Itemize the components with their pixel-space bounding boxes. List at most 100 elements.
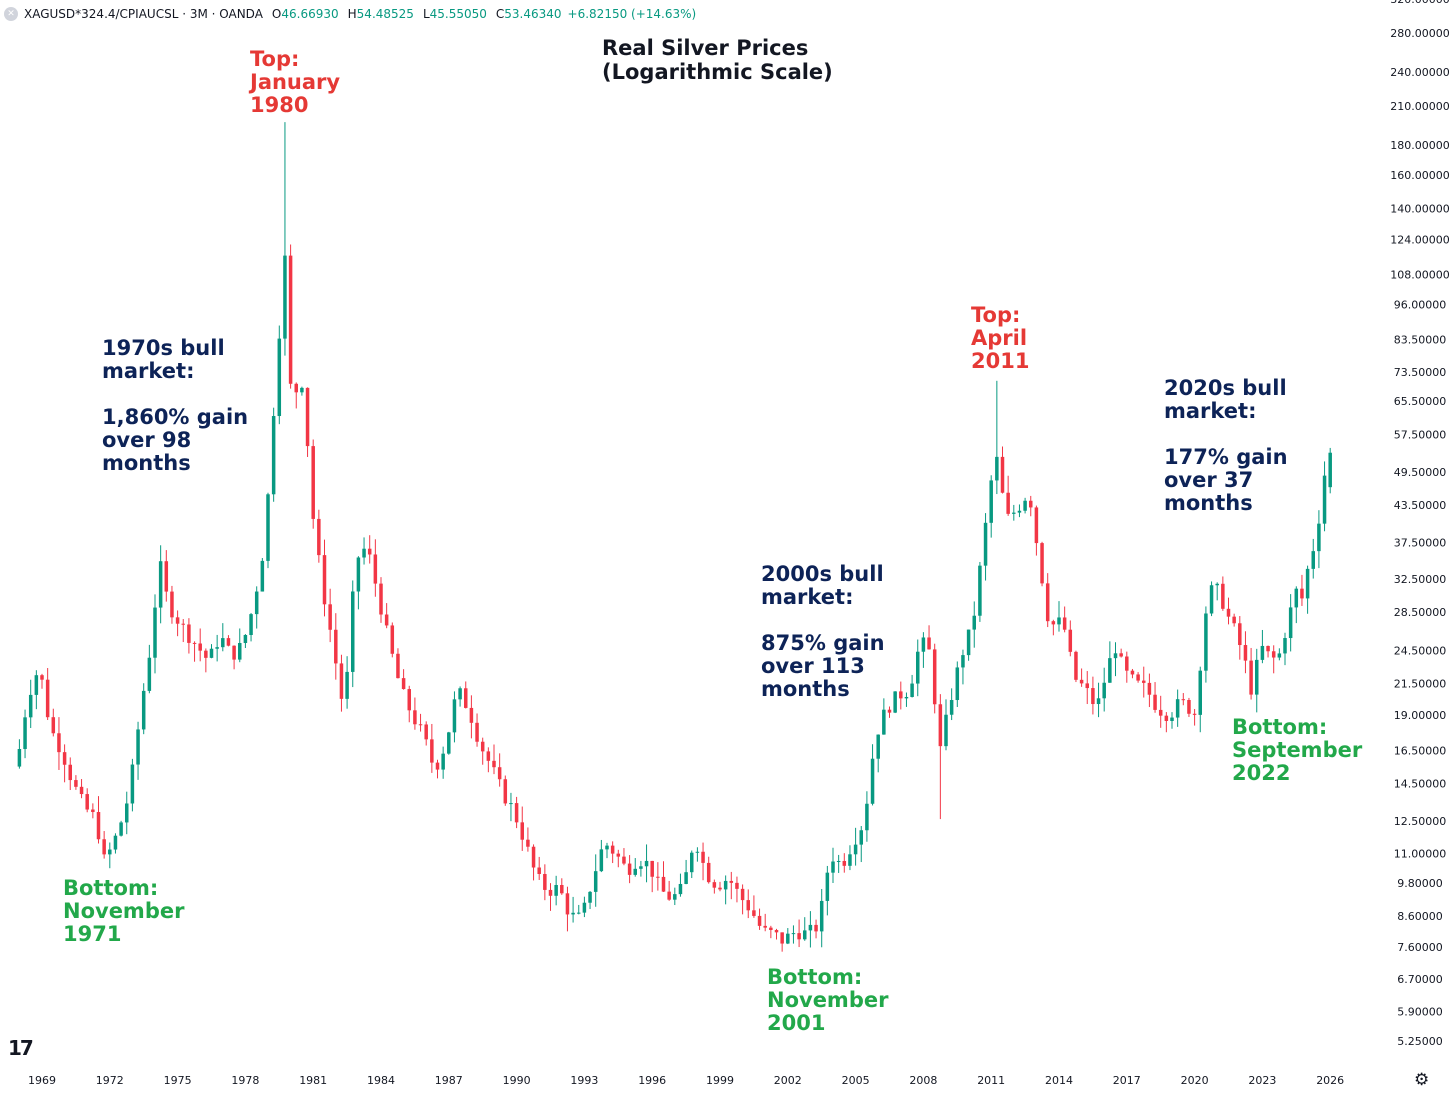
y-tick-label: 14.50000 — [1394, 777, 1447, 790]
candle — [695, 847, 700, 862]
candle-body — [1136, 674, 1140, 681]
candle-body — [797, 933, 801, 940]
candle — [1096, 682, 1101, 718]
candle-body — [1068, 629, 1073, 652]
candle — [1271, 645, 1276, 674]
candle — [62, 744, 67, 783]
candle — [339, 654, 344, 712]
candle-body — [1243, 645, 1248, 661]
candle — [740, 884, 745, 915]
time-axis[interactable]: 1969 1972 1975 1978 1981 1984 1987 1990 1993 1996… — [28, 1074, 1344, 1087]
candle — [1260, 629, 1265, 664]
candle-body — [684, 872, 688, 884]
candle-body — [576, 912, 581, 914]
candle — [802, 917, 807, 941]
candle — [1040, 541, 1044, 587]
legend-toggle-icon[interactable]: ✕ — [4, 7, 18, 21]
candle-body — [1254, 659, 1259, 695]
candle — [1164, 712, 1169, 733]
candle — [1254, 648, 1259, 713]
candle — [141, 683, 146, 735]
x-tick-label: 1993 — [570, 1074, 598, 1087]
candle-body — [1153, 694, 1157, 710]
candle — [786, 928, 790, 945]
candle — [893, 691, 897, 714]
candle-body — [938, 704, 943, 747]
x-tick-label: 1972 — [96, 1074, 124, 1087]
x-tick-label: 2002 — [774, 1074, 802, 1087]
candle — [882, 698, 886, 735]
candle — [475, 713, 479, 747]
candle — [221, 623, 225, 652]
candle — [554, 875, 558, 906]
x-tick-label: 1999 — [706, 1074, 734, 1087]
candle — [1232, 613, 1236, 627]
candle — [277, 325, 282, 425]
candle — [435, 759, 440, 779]
candle-body — [836, 860, 841, 862]
candle-body — [1091, 688, 1095, 705]
candle-body — [627, 863, 632, 875]
candle — [1108, 641, 1112, 683]
y-tick-label: 160.00000 — [1390, 169, 1450, 182]
candle — [147, 644, 152, 694]
candle-body — [243, 635, 248, 644]
candle-body — [819, 900, 824, 932]
candle — [593, 854, 598, 907]
candle — [384, 603, 389, 629]
candle-body — [141, 690, 146, 730]
candle — [718, 881, 722, 892]
candle-body — [1283, 638, 1287, 654]
candle-body — [158, 561, 163, 608]
candle — [204, 648, 208, 673]
candle — [311, 439, 315, 529]
candle-body — [28, 694, 33, 718]
candle-body — [915, 651, 920, 684]
candle — [774, 928, 779, 940]
candle-body — [514, 803, 519, 823]
candle — [588, 890, 592, 910]
tradingview-logo[interactable]: 17 — [8, 1036, 34, 1060]
y-tick-label: 240.00000 — [1390, 66, 1450, 79]
candle-body — [1204, 613, 1208, 671]
candle-body — [966, 629, 971, 656]
candle — [209, 644, 214, 659]
candle-body — [147, 657, 152, 691]
candle — [322, 539, 327, 617]
candle — [1249, 647, 1253, 700]
y-tick-label: 320.00000 — [1390, 0, 1450, 6]
candle — [899, 681, 903, 710]
candle-body — [1198, 670, 1203, 715]
x-tick-label: 1978 — [231, 1074, 259, 1087]
candle — [215, 634, 219, 662]
candle-body — [904, 696, 909, 699]
candle-body — [831, 861, 835, 873]
candle — [1288, 594, 1293, 652]
high-value: 54.48525 — [356, 7, 414, 21]
candle-body — [1221, 583, 1225, 609]
candle — [921, 632, 926, 668]
price-axis[interactable]: 320.00000 280.00000 240.00000 210.00000 180.… — [1390, 0, 1450, 1048]
candle-body — [802, 930, 807, 940]
symbol-name[interactable]: XAGUSD*324.4/CPIAUCSL · 3M · OANDA — [24, 7, 263, 21]
settings-gear-icon[interactable]: ⚙ — [1414, 1070, 1430, 1090]
y-tick-label: 19.00000 — [1394, 709, 1447, 722]
candle-body — [1074, 651, 1078, 680]
candle-body — [650, 860, 654, 877]
candle — [317, 509, 321, 563]
candle-body — [746, 900, 751, 911]
y-tick-label: 124.00000 — [1390, 233, 1450, 246]
candle-body — [543, 873, 547, 890]
candle — [452, 691, 457, 743]
candle — [345, 656, 349, 709]
candle-body — [237, 643, 242, 660]
candle-body — [927, 637, 931, 650]
candle — [503, 775, 508, 806]
candle-body — [254, 591, 259, 615]
candle-body — [57, 733, 61, 753]
candle — [187, 618, 191, 654]
candle-body — [1028, 500, 1033, 508]
x-tick-label: 2005 — [842, 1074, 870, 1087]
candle — [746, 889, 751, 919]
